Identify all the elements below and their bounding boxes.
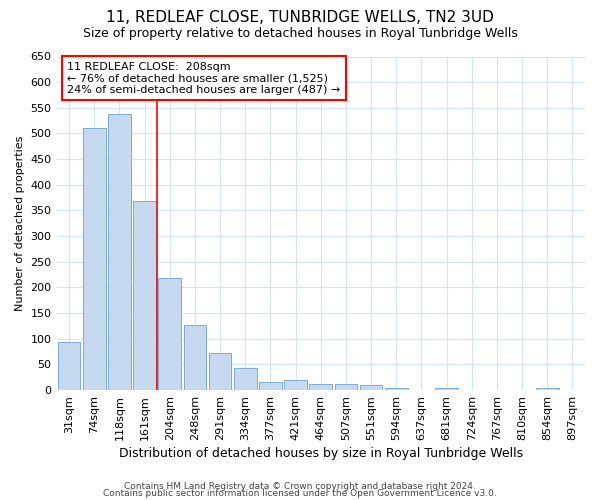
Bar [435, 388, 458, 390]
Bar [133, 200, 156, 390]
Y-axis label: Number of detached properties: Number of detached properties [15, 136, 25, 311]
Bar [259, 382, 282, 390]
Bar [58, 342, 80, 390]
Text: 11, REDLEAF CLOSE, TUNBRIDGE WELLS, TN2 3UD: 11, REDLEAF CLOSE, TUNBRIDGE WELLS, TN2 … [106, 10, 494, 25]
Bar [83, 128, 106, 390]
X-axis label: Distribution of detached houses by size in Royal Tunbridge Wells: Distribution of detached houses by size … [119, 447, 523, 460]
Bar [209, 352, 232, 390]
Bar [108, 114, 131, 390]
Bar [158, 278, 181, 390]
Text: Size of property relative to detached houses in Royal Tunbridge Wells: Size of property relative to detached ho… [83, 28, 517, 40]
Bar [335, 384, 357, 390]
Text: Contains HM Land Registry data © Crown copyright and database right 2024.: Contains HM Land Registry data © Crown c… [124, 482, 476, 491]
Bar [360, 386, 382, 390]
Bar [234, 368, 257, 390]
Bar [310, 384, 332, 390]
Text: 11 REDLEAF CLOSE:  208sqm
← 76% of detached houses are smaller (1,525)
24% of se: 11 REDLEAF CLOSE: 208sqm ← 76% of detach… [67, 62, 340, 94]
Bar [385, 388, 407, 390]
Bar [184, 325, 206, 390]
Bar [536, 388, 559, 390]
Text: Contains public sector information licensed under the Open Government Licence v3: Contains public sector information licen… [103, 490, 497, 498]
Bar [284, 380, 307, 390]
